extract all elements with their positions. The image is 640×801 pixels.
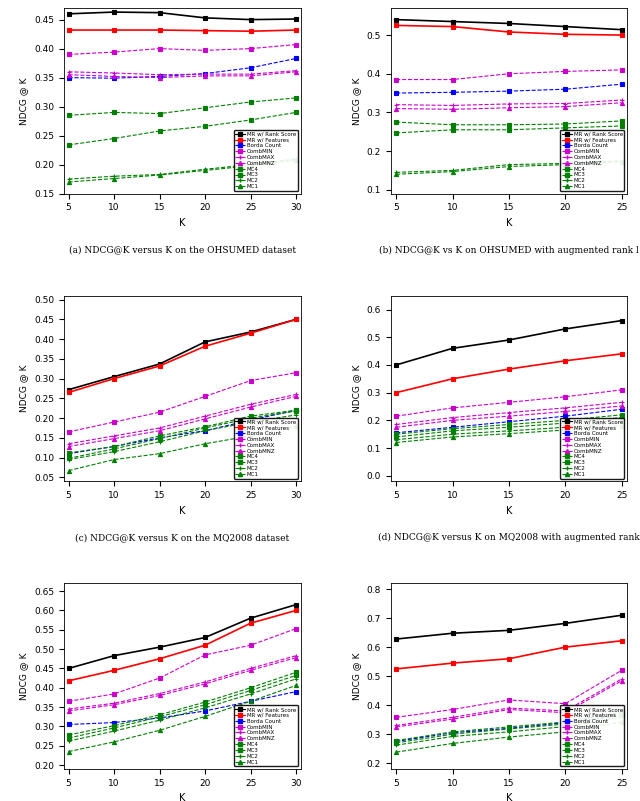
X-axis label: K: K <box>179 505 186 516</box>
Y-axis label: NDCG @ K: NDCG @ K <box>352 364 361 413</box>
X-axis label: K: K <box>179 793 186 801</box>
Legend: MR w/ Rank Score, MR w/ Features, Borda Count, CombMIN, CombMAX, CombMNZ, MC4, M: MR w/ Rank Score, MR w/ Features, Borda … <box>560 130 625 191</box>
Text: (b) NDCG@K vs K on OHSUMED with augmented rank l: (b) NDCG@K vs K on OHSUMED with augmente… <box>379 246 639 255</box>
Y-axis label: NDCG @ K: NDCG @ K <box>20 652 29 700</box>
Y-axis label: NDCG @ K: NDCG @ K <box>20 364 29 413</box>
X-axis label: K: K <box>506 218 512 228</box>
X-axis label: K: K <box>506 505 512 516</box>
Y-axis label: NDCG @ K: NDCG @ K <box>352 652 361 700</box>
Text: (d) NDCG@K versus K on MQ2008 with augmented rank: (d) NDCG@K versus K on MQ2008 with augme… <box>378 533 640 542</box>
Legend: MR w/ Rank Score, MR w/ Features, Borda Count, CombMIN, CombMAX, CombMNZ, MC4, M: MR w/ Rank Score, MR w/ Features, Borda … <box>560 417 625 478</box>
Legend: MR w/ Rank Score, MR w/ Features, Borda Count, CombMIN, CombMAX, CombMNZ, MC4, M: MR w/ Rank Score, MR w/ Features, Borda … <box>234 417 298 478</box>
Y-axis label: NDCG @ K: NDCG @ K <box>352 77 361 125</box>
Text: (c) NDCG@K versus K on the MQ2008 dataset: (c) NDCG@K versus K on the MQ2008 datase… <box>75 533 289 542</box>
Text: (a) NDCG@K versus K on the OHSUMED dataset: (a) NDCG@K versus K on the OHSUMED datas… <box>68 246 296 255</box>
Legend: MR w/ Rank Score, MR w/ Features, Borda Count, CombMIN, CombMAX, CombMNZ, MC4, M: MR w/ Rank Score, MR w/ Features, Borda … <box>560 706 625 767</box>
Legend: MR w/ Rank Score, MR w/ Features, Borda Count, CombMIN, CombMAX, CombMNZ, MC4, M: MR w/ Rank Score, MR w/ Features, Borda … <box>234 706 298 767</box>
X-axis label: K: K <box>179 218 186 228</box>
Legend: MR w/ Rank Score, MR w/ Features, Borda Count, CombMIN, CombMAX, CombMNZ, MC4, M: MR w/ Rank Score, MR w/ Features, Borda … <box>234 130 298 191</box>
Y-axis label: NDCG @ K: NDCG @ K <box>20 77 29 125</box>
X-axis label: K: K <box>506 793 512 801</box>
